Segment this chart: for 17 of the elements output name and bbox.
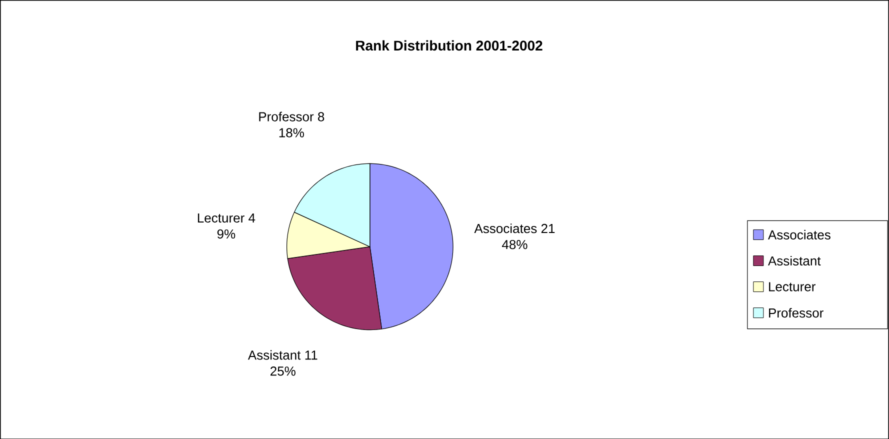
text: 25% [270, 366, 296, 376]
text: 48% [502, 240, 528, 249]
slice-label: Assistant [248, 350, 301, 360]
legend-label: Professor [769, 308, 824, 318]
text: 18% [279, 128, 304, 138]
legend-label: Lecturer [769, 282, 816, 292]
data-label: 4 [248, 213, 256, 222]
data-label: 8 [318, 112, 324, 122]
data-label: 21 [541, 224, 555, 233]
legend-label: Associates [768, 230, 830, 240]
legend-label: Assistant [768, 256, 821, 266]
data-label: 11 [305, 350, 318, 360]
slice-label: Professor [259, 112, 314, 122]
chart-title: Rank Distribution 2001-2002 [356, 40, 542, 50]
text: 9% [217, 229, 236, 238]
slice-label: Associates [474, 223, 537, 233]
slice-label: Lecturer [198, 213, 244, 222]
